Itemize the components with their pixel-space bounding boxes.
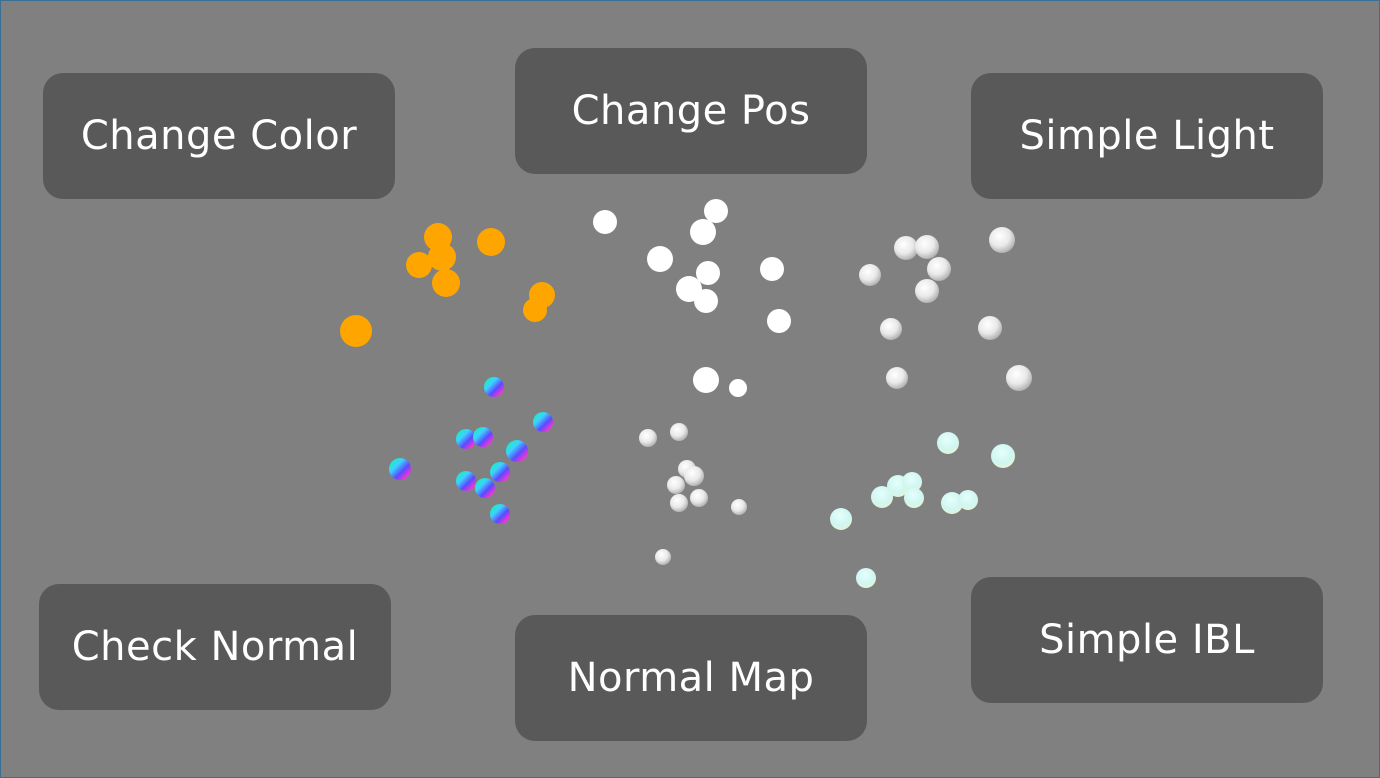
normal-map-button[interactable]: Normal Map	[515, 615, 867, 741]
normal-sphere	[456, 429, 476, 449]
ibl-sphere	[871, 486, 893, 508]
normal-map-sphere	[667, 476, 685, 494]
simple-ibl-button[interactable]: Simple IBL	[971, 577, 1323, 703]
white-sphere	[694, 289, 718, 313]
ibl-sphere	[902, 472, 922, 492]
orange-sphere	[523, 298, 547, 322]
check-normal-label: Check Normal	[71, 624, 359, 670]
change-pos-button[interactable]: Change Pos	[515, 48, 867, 174]
normal-sphere	[456, 471, 476, 491]
orange-sphere	[477, 228, 505, 256]
lit-sphere-cluster	[859, 227, 1032, 391]
lit-sphere	[927, 257, 951, 281]
change-color-button[interactable]: Change Color	[43, 73, 395, 199]
simple-light-button[interactable]: Simple Light	[971, 73, 1323, 199]
normal-map-sphere	[670, 423, 688, 441]
ibl-sphere	[856, 568, 876, 588]
orange-sphere	[406, 252, 432, 278]
normal-map-sphere	[731, 499, 747, 515]
lit-sphere	[894, 236, 918, 260]
check-normal-button[interactable]: Check Normal	[39, 584, 391, 710]
white-sphere	[593, 210, 617, 234]
white-sphere	[690, 219, 716, 245]
orange-sphere	[340, 315, 372, 347]
change-color-label: Change Color	[80, 113, 358, 159]
white-sphere	[704, 199, 728, 223]
normal-map-sphere	[670, 494, 688, 512]
normal-map-sphere	[639, 429, 657, 447]
orange-sphere-cluster	[340, 223, 555, 347]
simple-ibl-label: Simple IBL	[1039, 617, 1255, 663]
normal-sphere	[389, 458, 411, 480]
change-pos-label: Change Pos	[571, 88, 811, 134]
normal-map-label: Normal Map	[567, 655, 815, 701]
white-sphere	[693, 367, 719, 393]
lit-sphere	[915, 279, 939, 303]
white-sphere	[760, 257, 784, 281]
normal-map-sphere-cluster	[639, 423, 747, 565]
lit-sphere	[859, 264, 881, 286]
ibl-sphere	[830, 508, 852, 530]
normal-map-sphere	[690, 489, 708, 507]
lit-sphere	[989, 227, 1015, 253]
ibl-sphere	[991, 444, 1015, 468]
white-sphere	[647, 246, 673, 272]
normal-sphere	[484, 377, 504, 397]
ibl-sphere	[958, 490, 978, 510]
lit-sphere	[886, 367, 908, 389]
ibl-sphere	[941, 492, 963, 514]
normal-map-sphere	[684, 466, 704, 486]
white-sphere	[696, 261, 720, 285]
normal-sphere	[475, 478, 495, 498]
normal-sphere-cluster	[389, 377, 553, 524]
normal-sphere	[473, 427, 493, 447]
lit-sphere	[880, 318, 902, 340]
simple-light-label: Simple Light	[1019, 113, 1275, 159]
normal-sphere	[533, 412, 553, 432]
white-sphere	[729, 379, 747, 397]
lit-sphere	[915, 235, 939, 259]
ibl-sphere	[937, 432, 959, 454]
ibl-sphere	[904, 488, 924, 508]
ibl-sphere-cluster	[830, 432, 1015, 588]
lit-sphere	[978, 316, 1002, 340]
orange-sphere	[432, 269, 460, 297]
normal-sphere	[490, 462, 510, 482]
white-sphere	[767, 309, 791, 333]
normal-sphere	[506, 440, 528, 462]
normal-map-sphere	[655, 549, 671, 565]
orange-sphere	[428, 243, 456, 271]
normal-sphere	[490, 504, 510, 524]
white-sphere-cluster	[593, 199, 791, 397]
lit-sphere	[1006, 365, 1032, 391]
